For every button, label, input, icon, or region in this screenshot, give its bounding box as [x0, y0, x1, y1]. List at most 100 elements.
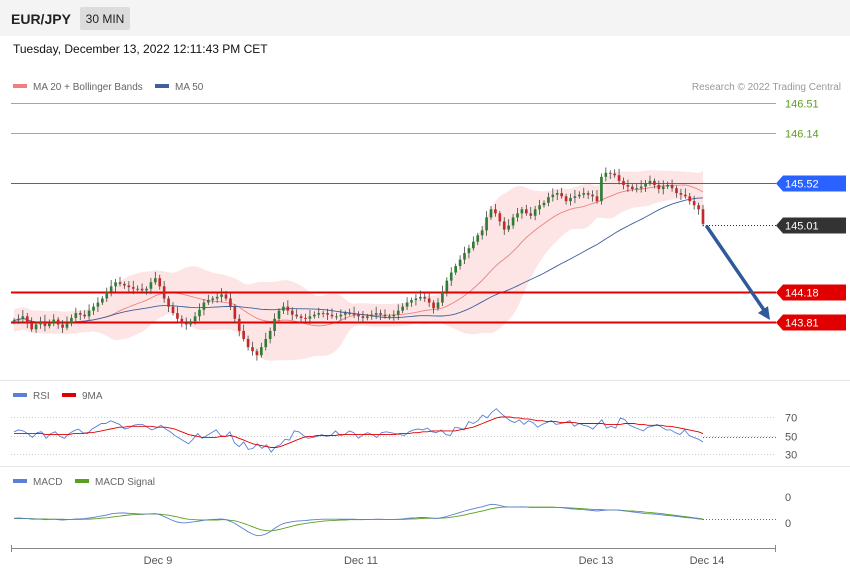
- candle-body: [255, 351, 259, 356]
- candle-body: [374, 313, 378, 315]
- candle-body: [657, 184, 661, 190]
- timeframe-label[interactable]: 30 MIN: [86, 12, 125, 26]
- candle-body: [666, 184, 669, 187]
- candle-body: [551, 194, 555, 198]
- forecast-arrow-layer: [705, 224, 770, 320]
- candle-body: [639, 186, 643, 189]
- legend-swatch-ma50: [155, 84, 169, 88]
- legend-swatch-rsi-ma: [62, 393, 76, 397]
- candle-body: [92, 306, 95, 311]
- candle-body: [140, 288, 144, 291]
- candle-body: [533, 209, 537, 216]
- candle-body: [604, 172, 608, 177]
- candle-body: [617, 175, 621, 181]
- candle-body: [176, 313, 179, 319]
- candle-body: [343, 313, 347, 315]
- candle-body: [211, 298, 215, 301]
- candle-body: [326, 313, 329, 315]
- candle-body: [348, 313, 351, 315]
- forecast-arrow-head: [757, 306, 770, 320]
- candle-body: [688, 196, 692, 202]
- candle-body: [701, 209, 705, 224]
- candle-body: [383, 314, 387, 317]
- candle-body: [560, 193, 563, 197]
- candle-body: [419, 296, 422, 299]
- candle-body: [193, 316, 197, 322]
- candle-body: [427, 298, 431, 303]
- candle-body: [109, 286, 113, 292]
- bollinger-band-layer: [14, 170, 703, 361]
- candle-body: [282, 306, 285, 311]
- level-144-18-label: 144.18: [785, 288, 819, 300]
- candle-body: [366, 316, 369, 318]
- candle-body: [379, 313, 382, 315]
- candle-body: [622, 180, 625, 185]
- level-145-52-label: 145.52: [785, 179, 819, 191]
- candle-body: [595, 196, 599, 202]
- candle-body: [631, 186, 634, 190]
- candle-body: [635, 188, 639, 190]
- candle-body: [34, 324, 38, 330]
- macd-tick-1: 0: [785, 518, 791, 530]
- candle-body: [449, 272, 453, 281]
- candle-body: [613, 173, 616, 176]
- forecast-arrow-shaft: [705, 224, 766, 312]
- legend-rsi-ma-label: 9MA: [82, 391, 103, 402]
- candle-body: [136, 288, 139, 290]
- candle-body: [114, 282, 117, 287]
- copyright-label: Research © 2022 Trading Central: [692, 82, 841, 93]
- bollinger-band: [14, 170, 703, 361]
- x-axis-ticks: Dec 9 Dec 11 Dec 13 Dec 14: [144, 555, 725, 567]
- candle-body: [388, 316, 391, 318]
- candle-body: [454, 266, 457, 273]
- legend-ma20-label: MA 20 + Bollinger Bands: [33, 82, 143, 93]
- candles-layer: [12, 167, 705, 361]
- candle-body: [370, 314, 374, 317]
- candle-body: [39, 321, 42, 325]
- candle-body: [502, 221, 506, 230]
- legend-swatch-ma20: [13, 84, 27, 88]
- candle-body: [295, 314, 298, 317]
- candle-body: [149, 282, 153, 289]
- candle-body: [251, 347, 254, 352]
- candle-body: [17, 318, 20, 321]
- candle-body: [423, 296, 427, 299]
- candle-body: [184, 322, 188, 325]
- candle-body: [547, 197, 550, 203]
- candle-body: [436, 302, 440, 309]
- legend-swatch-rsi: [13, 393, 27, 397]
- candle-body: [467, 248, 471, 254]
- symbol-label: EUR/JPY: [11, 11, 72, 27]
- candle-body: [335, 316, 338, 318]
- candle-body: [52, 319, 56, 323]
- level-146-51-label: 146.51: [785, 99, 819, 111]
- candle-body: [246, 339, 250, 348]
- candle-body: [127, 285, 131, 288]
- candle-body: [608, 172, 612, 174]
- candle-body: [564, 196, 568, 202]
- candle-body: [70, 317, 73, 323]
- candle-body: [480, 230, 484, 236]
- candle-body: [308, 316, 312, 319]
- candle-body: [167, 298, 170, 307]
- candle-body: [507, 225, 510, 230]
- level-145-01-label: 145.01: [785, 221, 819, 233]
- candle-body: [529, 213, 533, 216]
- rsi-tick-30: 30: [785, 450, 797, 462]
- level-145-01-tag: [776, 217, 846, 234]
- timeframe-badge[interactable]: [80, 7, 130, 30]
- legend-swatch-macd: [13, 479, 27, 483]
- candle-body: [516, 213, 519, 218]
- candle-body: [25, 316, 29, 323]
- candle-body: [525, 209, 528, 214]
- candle-body: [600, 176, 603, 202]
- candle-body: [489, 209, 493, 218]
- candle-body: [30, 322, 33, 330]
- candle-body: [154, 278, 157, 283]
- candle-body: [361, 316, 365, 318]
- macd-tick-0: 0: [785, 492, 791, 504]
- candle-body: [87, 310, 91, 317]
- candle-body: [578, 194, 581, 197]
- candle-body: [12, 320, 16, 322]
- candle-body: [123, 283, 126, 286]
